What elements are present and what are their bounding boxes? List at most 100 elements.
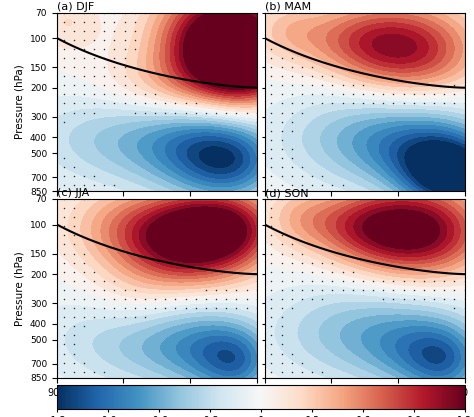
Point: [319, 277, 326, 284]
Point: [451, 277, 458, 284]
Point: [390, 286, 397, 293]
Point: [339, 91, 346, 98]
Point: [80, 28, 88, 34]
Point: [278, 323, 285, 329]
Point: [100, 305, 108, 311]
Point: [70, 164, 78, 171]
Point: [461, 296, 468, 302]
Point: [268, 64, 275, 70]
Point: [80, 196, 88, 202]
Point: [278, 118, 285, 125]
Point: [151, 91, 159, 98]
Point: [222, 109, 230, 116]
Point: [60, 109, 67, 116]
Point: [70, 314, 78, 321]
Point: [70, 28, 78, 34]
Point: [60, 305, 67, 311]
Point: [80, 296, 88, 302]
Point: [380, 286, 387, 293]
Point: [141, 100, 149, 107]
Point: [110, 36, 118, 43]
Point: [339, 182, 346, 188]
Point: [410, 296, 418, 302]
Point: [80, 64, 88, 70]
Point: [420, 100, 428, 107]
Point: [400, 91, 407, 98]
Point: [80, 18, 88, 25]
Point: [151, 296, 159, 302]
Point: [390, 296, 397, 302]
Point: [451, 286, 458, 293]
Point: [268, 350, 275, 357]
Point: [70, 350, 78, 357]
Point: [121, 73, 128, 80]
Point: [70, 269, 78, 275]
Point: [461, 91, 468, 98]
Point: [60, 232, 67, 239]
Point: [420, 296, 428, 302]
Point: [288, 350, 296, 357]
Point: [70, 9, 78, 16]
Point: [110, 277, 118, 284]
Point: [328, 286, 336, 293]
Point: [288, 250, 296, 257]
Point: [430, 277, 438, 284]
Point: [70, 250, 78, 257]
Point: [349, 82, 356, 88]
Point: [390, 91, 397, 98]
Point: [192, 305, 200, 311]
Point: [410, 277, 418, 284]
Point: [91, 109, 98, 116]
Point: [319, 182, 326, 188]
Point: [141, 296, 149, 302]
Point: [60, 196, 67, 202]
Point: [110, 286, 118, 293]
Point: [212, 296, 220, 302]
Point: [278, 64, 285, 70]
Point: [298, 277, 306, 284]
Point: [278, 250, 285, 257]
Point: [162, 296, 169, 302]
Point: [70, 323, 78, 329]
Point: [60, 64, 67, 70]
Point: [268, 45, 275, 52]
Point: [440, 100, 448, 107]
Point: [60, 332, 67, 339]
Point: [288, 359, 296, 366]
Point: [60, 73, 67, 80]
Point: [308, 269, 316, 275]
Point: [380, 296, 387, 302]
Point: [70, 55, 78, 61]
Point: [328, 73, 336, 80]
Point: [278, 196, 285, 202]
Point: [110, 73, 118, 80]
Point: [288, 269, 296, 275]
Point: [268, 109, 275, 116]
Point: [80, 45, 88, 52]
Point: [400, 277, 407, 284]
Point: [253, 296, 261, 302]
Point: [182, 305, 190, 311]
Point: [60, 250, 67, 257]
Point: [131, 314, 138, 321]
Point: [182, 109, 190, 116]
Point: [172, 296, 179, 302]
Point: [60, 55, 67, 61]
Point: [349, 269, 356, 275]
Point: [131, 36, 138, 43]
Point: [400, 296, 407, 302]
Point: [172, 100, 179, 107]
Point: [268, 82, 275, 88]
Point: [278, 305, 285, 311]
Point: [60, 205, 67, 211]
Point: [91, 82, 98, 88]
Point: [243, 286, 250, 293]
Point: [131, 305, 138, 311]
Point: [369, 91, 377, 98]
Point: [268, 118, 275, 125]
Point: [278, 332, 285, 339]
Point: [288, 127, 296, 134]
Point: [100, 18, 108, 25]
Text: (c) JJA: (c) JJA: [57, 188, 89, 198]
Point: [268, 91, 275, 98]
